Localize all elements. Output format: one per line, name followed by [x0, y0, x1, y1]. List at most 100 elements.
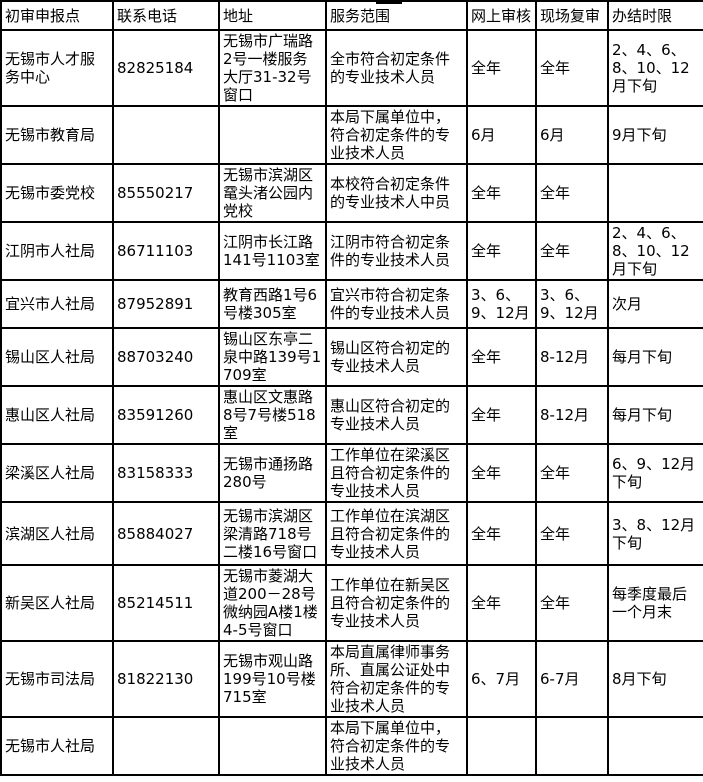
cell-scope: 工作单位在滨湖区且符合初定条件的专业技术人员: [325, 501, 468, 566]
table-row: 无锡市委党校 85550217 无锡市滨湖区鼋头渚公园内党校 本校符合初定条件的专业技…: [0, 163, 703, 223]
cell-onsite-review: 全年: [535, 443, 609, 503]
cell-deadline: 6、9、12月下旬: [607, 443, 703, 503]
cell-address: 无锡市滨湖区梁清路718号二楼16号窗口: [218, 501, 327, 566]
header-deadline: 办结时限: [607, 0, 703, 31]
cell-site: 锡山区人社局: [0, 327, 114, 387]
cell-phone: 85214511: [112, 564, 220, 642]
cell-deadline: 每月下旬: [607, 385, 703, 445]
cell-site: 滨湖区人社局: [0, 501, 114, 566]
cell-scope: 锡山区符合初定的专业技术人员: [325, 327, 468, 387]
cell-phone: [112, 105, 220, 165]
cell-address: 无锡市滨湖区鼋头渚公园内党校: [218, 163, 327, 223]
header-row: 初审申报点 联系电话 地址 服务范围 网上审核 现场复审 办结时限: [0, 0, 703, 31]
cell-phone: 82825184: [112, 29, 220, 107]
table-row: 无锡市人社局 本局下属单位中，符合初定条件的专业技术人员: [0, 716, 703, 776]
table-row: 惠山区人社局 83591260 惠山区文惠路8号7号楼518室 惠山区符合初定的专业技…: [0, 385, 703, 445]
cell-deadline: [607, 716, 703, 776]
cell-site: 惠山区人社局: [0, 385, 114, 445]
cell-online-review: 全年: [466, 163, 537, 223]
cell-onsite-review: 6-7月: [535, 640, 609, 718]
cell-online-review: 全年: [466, 501, 537, 566]
cell-deadline: [607, 163, 703, 223]
cell-address: [218, 716, 327, 776]
cell-online-review: 全年: [466, 327, 537, 387]
cell-site: 梁溪区人社局: [0, 443, 114, 503]
cell-address: 无锡市菱湖大道200－28号微纳园A楼1楼4-5号窗口: [218, 564, 327, 642]
cell-address: 无锡市通扬路280号: [218, 443, 327, 503]
cell-site: 无锡市教育局: [0, 105, 114, 165]
cell-phone: 83591260: [112, 385, 220, 445]
cell-onsite-review: 全年: [535, 501, 609, 566]
table-row: 梁溪区人社局 83158333 无锡市通扬路280号 工作单位在梁溪区且符合初定条件的…: [0, 443, 703, 503]
cell-online-review: 全年: [466, 221, 537, 281]
cell-scope: 本局直属律师事务所、直属公证处中符合初定条件的专业技术人员: [325, 640, 468, 718]
cell-onsite-review: 8-12月: [535, 385, 609, 445]
cell-phone: 88703240: [112, 327, 220, 387]
cell-onsite-review: 全年: [535, 221, 609, 281]
cell-deadline: 9月下旬: [607, 105, 703, 165]
cell-site: 江阴市人社局: [0, 221, 114, 281]
cell-deadline: 8月下旬: [607, 640, 703, 718]
cell-onsite-review: 全年: [535, 29, 609, 107]
cell-address: 锡山区东亭二泉中路139号1709室: [218, 327, 327, 387]
cell-scope: 本校符合初定条件的专业技术人中员: [325, 163, 468, 223]
table-row: 无锡市教育局 本局下属单位中，符合初定条件的专业技术人员 6月 6月 9月下旬: [0, 105, 703, 165]
cell-scope: 全市符合初定条件的专业技术人员: [325, 29, 468, 107]
cell-site: 无锡市委党校: [0, 163, 114, 223]
header-site: 初审申报点: [0, 0, 114, 31]
cell-scope: 江阴市符合初定条件的专业技术人员: [325, 221, 468, 281]
cell-site: 无锡市司法局: [0, 640, 114, 718]
cell-address: 教育西路1号6号楼305室: [218, 279, 327, 329]
cell-online-review: 全年: [466, 385, 537, 445]
table-row: 滨湖区人社局 85884027 无锡市滨湖区梁清路718号二楼16号窗口 工作单位在滨…: [0, 501, 703, 566]
table-row: 新吴区人社局 85214511 无锡市菱湖大道200－28号微纳园A楼1楼4-5号窗…: [0, 564, 703, 642]
cell-onsite-review: [535, 716, 609, 776]
cell-online-review: 全年: [466, 29, 537, 107]
cell-onsite-review: 全年: [535, 163, 609, 223]
cell-onsite-review: 全年: [535, 564, 609, 642]
cell-scope: 宜兴市符合初定条件的专业技术人员: [325, 279, 468, 329]
scan-artifact: [376, 0, 402, 4]
cell-phone: 87952891: [112, 279, 220, 329]
header-phone: 联系电话: [112, 0, 220, 31]
cell-scope: 本局下属单位中，符合初定条件的专业技术人员: [325, 105, 468, 165]
cell-onsite-review: 6月: [535, 105, 609, 165]
table-row: 锡山区人社局 88703240 锡山区东亭二泉中路139号1709室 锡山区符合初定的…: [0, 327, 703, 387]
table-body: 无锡市人才服务中心 82825184 无锡市广瑞路2号一楼服务大厅31-32号窗口全…: [0, 29, 703, 776]
cell-address: 无锡市广瑞路2号一楼服务大厅31-32号窗口: [218, 29, 327, 107]
cell-onsite-review: 8-12月: [535, 327, 609, 387]
table-row: 无锡市司法局 81822130 无锡市观山路199号10号楼715室 本局直属律师事务…: [0, 640, 703, 718]
cell-phone: 86711103: [112, 221, 220, 281]
cell-scope: 工作单位在梁溪区且符合初定条件的专业技术人员: [325, 443, 468, 503]
header-online-review: 网上审核: [466, 0, 537, 31]
cell-online-review: 3、6、9、12月: [466, 279, 537, 329]
cell-deadline: 每月下旬: [607, 327, 703, 387]
cell-deadline: 每季度最后一个月末: [607, 564, 703, 642]
header-onsite-review: 现场复审: [535, 0, 609, 31]
header-address: 地址: [218, 0, 327, 31]
cell-address: 惠山区文惠路8号7号楼518室: [218, 385, 327, 445]
cell-phone: 81822130: [112, 640, 220, 718]
cell-deadline: 2、4、6、8、10、12月下旬: [607, 29, 703, 107]
cell-scope: 惠山区符合初定的专业技术人员: [325, 385, 468, 445]
cell-deadline: 次月: [607, 279, 703, 329]
cell-phone: [112, 716, 220, 776]
cell-online-review: 全年: [466, 443, 537, 503]
table-row: 宜兴市人社局 87952891 教育西路1号6号楼305室 宜兴市符合初定条件的专业技…: [0, 279, 703, 329]
cell-online-review: 全年: [466, 564, 537, 642]
cell-address: [218, 105, 327, 165]
cell-online-review: [466, 716, 537, 776]
cell-address: 无锡市观山路199号10号楼715室: [218, 640, 327, 718]
cell-site: 无锡市人才服务中心: [0, 29, 114, 107]
cell-onsite-review: 3、6、9、12月: [535, 279, 609, 329]
cell-online-review: 6、7月: [466, 640, 537, 718]
cell-phone: 85550217: [112, 163, 220, 223]
cell-scope: 本局下属单位中，符合初定条件的专业技术人员: [325, 716, 468, 776]
cell-phone: 83158333: [112, 443, 220, 503]
table-header: 初审申报点 联系电话 地址 服务范围 网上审核 现场复审 办结时限: [0, 0, 703, 31]
header-scope: 服务范围: [325, 0, 468, 31]
cell-phone: 85884027: [112, 501, 220, 566]
cell-online-review: 6月: [466, 105, 537, 165]
